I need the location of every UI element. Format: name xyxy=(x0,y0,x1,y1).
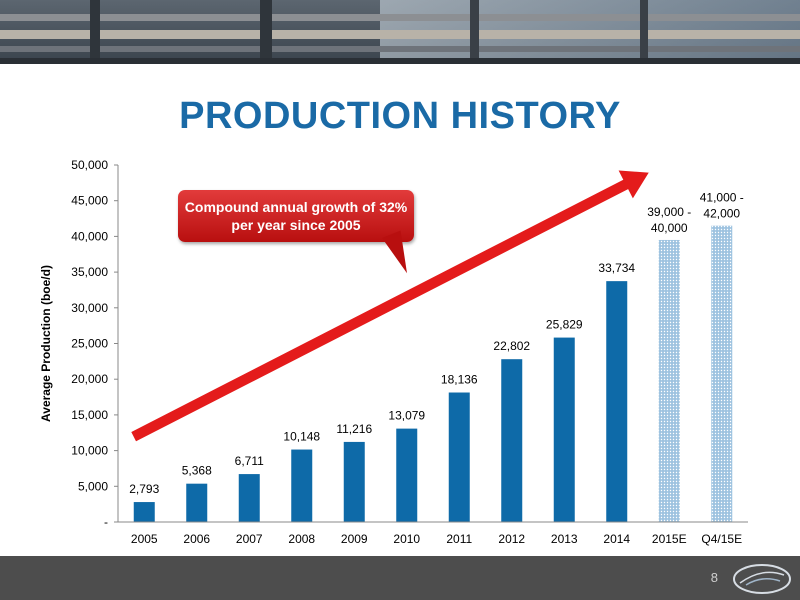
data-label: 25,829 xyxy=(546,318,583,332)
x-tick-label: 2009 xyxy=(341,532,368,546)
x-tick-label: 2012 xyxy=(498,532,525,546)
data-label: 13,079 xyxy=(388,409,425,423)
estimate-bar xyxy=(658,239,680,522)
growth-arrow xyxy=(129,168,652,444)
y-tick-label: - xyxy=(104,515,108,529)
bars xyxy=(133,225,733,522)
data-label: 39,000 -40,000 xyxy=(647,205,691,235)
y-tick-label: 40,000 xyxy=(71,229,108,243)
data-label: 10,148 xyxy=(283,430,320,444)
data-label: 11,216 xyxy=(336,422,372,436)
company-logo xyxy=(733,564,791,594)
y-tick-label: 20,000 xyxy=(71,372,108,386)
data-label: 33,734 xyxy=(598,261,635,275)
x-tick-label: 2007 xyxy=(236,532,263,546)
y-tick-label: 5,000 xyxy=(78,479,108,493)
footer-bar xyxy=(0,556,800,600)
bar xyxy=(343,441,365,522)
x-tick-label: 2015E xyxy=(652,532,687,546)
bar xyxy=(396,428,418,522)
x-tick-label: 2006 xyxy=(183,532,210,546)
bar xyxy=(553,337,575,522)
data-label: 5,368 xyxy=(182,464,212,478)
data-labels: 2,793 5,368 6,711 10,148 11,216 13,079 18,136 2… xyxy=(129,191,744,496)
x-tick-label: 2010 xyxy=(393,532,420,546)
y-tick-label: 30,000 xyxy=(71,301,108,315)
y-tick-label: 45,000 xyxy=(71,194,108,208)
page-number: 8 xyxy=(710,570,718,585)
y-axis-label: Average Production (boe/d) xyxy=(39,265,53,422)
production-chart: - 5,000 10,000 15,000 20,000 25,000 30,000 35,0… xyxy=(39,158,748,546)
bar xyxy=(238,474,260,522)
estimate-bar xyxy=(711,225,733,522)
y-axis: - 5,000 10,000 15,000 20,000 25,000 30,000 35,0… xyxy=(71,158,119,529)
bar xyxy=(186,483,208,522)
x-axis: 2005 2006 2007 2008 2009 2010 2011 2012 2013 2014… xyxy=(118,521,748,546)
growth-callout-text: Compound annual growth of 32% per year s… xyxy=(184,199,408,233)
bar xyxy=(501,359,523,522)
header-banner-image xyxy=(0,0,800,64)
growth-arrow-shape xyxy=(129,168,652,444)
page-title: PRODUCTION HISTORY xyxy=(179,95,621,137)
y-tick-label: 50,000 xyxy=(71,158,108,172)
x-tick-label: 2011 xyxy=(446,532,472,546)
bar xyxy=(448,392,470,522)
x-tick-label: Q4/15E xyxy=(701,532,742,546)
y-tick-label: 10,000 xyxy=(71,444,108,458)
bar xyxy=(291,449,313,522)
y-tick-label: 25,000 xyxy=(71,337,108,351)
x-tick-label: 2008 xyxy=(288,532,315,546)
y-tick-label: 15,000 xyxy=(71,408,108,422)
x-tick-label: 2013 xyxy=(551,532,578,546)
bar xyxy=(133,502,155,522)
data-label: 2,793 xyxy=(129,482,159,496)
data-label: 41,000 -42,000 xyxy=(700,191,744,221)
bar xyxy=(606,281,628,522)
x-tick-label: 2014 xyxy=(603,532,630,546)
growth-callout xyxy=(178,190,414,242)
data-label: 18,136 xyxy=(441,373,478,387)
data-label: 6,711 xyxy=(235,454,264,468)
x-tick-label: 2005 xyxy=(131,532,158,546)
data-label: 22,802 xyxy=(493,339,530,353)
y-tick-label: 35,000 xyxy=(71,265,108,279)
